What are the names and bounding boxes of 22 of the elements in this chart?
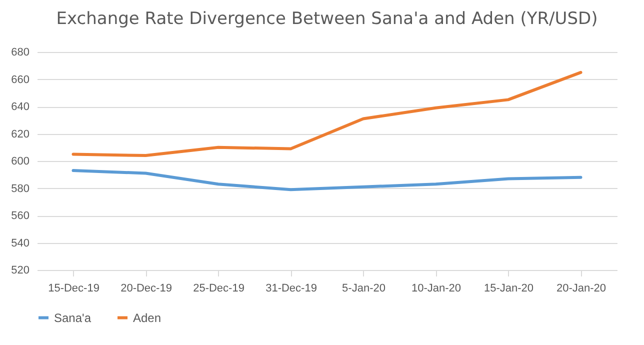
y-tick-label: 600 <box>11 156 30 168</box>
line-series <box>72 169 582 192</box>
y-tick-label: 580 <box>11 182 30 195</box>
y-tick-label: 520 <box>11 264 30 276</box>
y-tick-label: 560 <box>11 210 30 222</box>
x-tick-label: 10-Jan-20 <box>411 282 462 294</box>
y-tick-label: 680 <box>11 46 30 58</box>
y-tick-label: 660 <box>11 74 30 86</box>
chart-title: Exchange Rate Divergence Between Sana'a and Aden (YR/USD) <box>56 9 598 29</box>
x-tick-label: 15-Dec-19 <box>48 282 100 294</box>
x-tick-label: 20-Jan-20 <box>556 282 606 294</box>
y-tick-label: 640 <box>11 101 30 113</box>
y-tick-label: 540 <box>11 237 30 250</box>
x-tick-label: 31-Dec-19 <box>266 282 317 294</box>
line-series <box>72 70 582 158</box>
legend-label: Sana'a <box>54 310 92 325</box>
x-tick-label: 5-Jan-20 <box>342 282 386 294</box>
x-tick-label: 20-Dec-19 <box>120 282 172 294</box>
legend-label: Aden <box>133 310 162 325</box>
x-tick-label: 25-Dec-19 <box>193 282 244 294</box>
y-tick-label: 620 <box>11 128 30 140</box>
x-tick-label: 15-Jan-20 <box>484 282 534 294</box>
